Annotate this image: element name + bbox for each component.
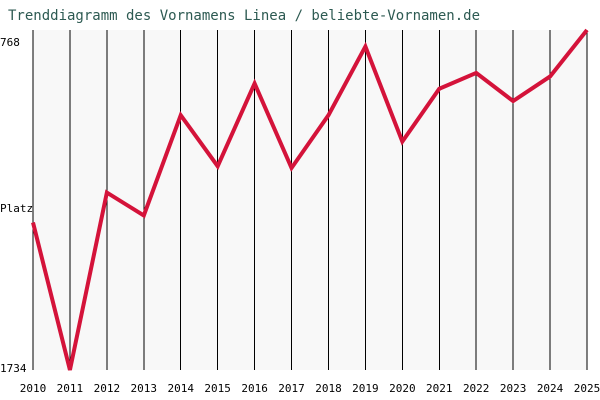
- x-tick-label-2021: 2021: [426, 382, 453, 395]
- x-tick-label-2025: 2025: [574, 382, 600, 395]
- x-tick-label-2016: 2016: [241, 382, 268, 395]
- y-tick-bottom: 1734: [0, 362, 27, 375]
- x-tick-label-2013: 2013: [131, 382, 158, 395]
- x-tick-label-2019: 2019: [352, 382, 379, 395]
- chart-title: Trenddiagramm des Vornamens Linea / beli…: [8, 8, 481, 24]
- x-tick-label-2022: 2022: [463, 382, 490, 395]
- y-axis-label: Platz: [0, 202, 33, 215]
- x-tick-label-2012: 2012: [94, 382, 121, 395]
- x-tick-label-2018: 2018: [315, 382, 342, 395]
- x-tick-label-2023: 2023: [500, 382, 527, 395]
- x-tick-label-2010: 2010: [20, 382, 47, 395]
- x-tick-label-2020: 2020: [389, 382, 416, 395]
- x-tick-label-2017: 2017: [278, 382, 305, 395]
- x-tick-label-2015: 2015: [204, 382, 231, 395]
- x-tick-label-2024: 2024: [537, 382, 564, 395]
- x-tick-label-2014: 2014: [167, 382, 194, 395]
- x-tick-label-2011: 2011: [57, 382, 84, 395]
- y-tick-top: 768: [0, 36, 20, 49]
- series-line-0: [31, 28, 589, 371]
